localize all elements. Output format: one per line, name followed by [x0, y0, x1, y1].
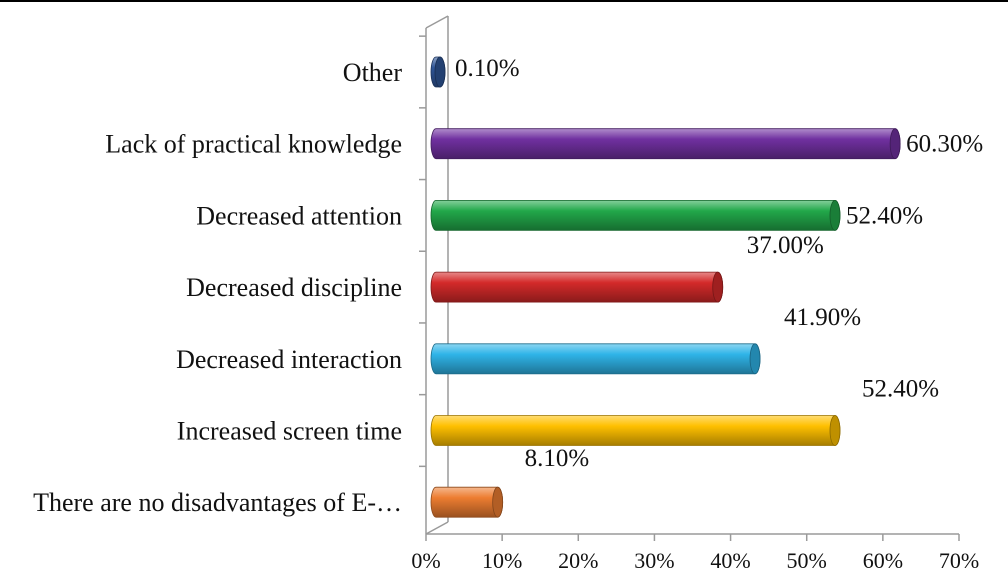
bar — [430, 486, 504, 518]
category-label: Other — [343, 58, 403, 87]
bar-body — [430, 343, 761, 375]
category-label: Decreased attention — [196, 201, 402, 230]
bar-cap — [492, 486, 504, 518]
x-tick-label: 50% — [787, 548, 827, 573]
bar-body — [430, 200, 841, 231]
x-tick-label: 20% — [558, 548, 598, 573]
bar — [430, 199, 841, 231]
bar — [430, 343, 761, 375]
wall-bottom-edge — [425, 521, 449, 535]
bar-body — [430, 486, 504, 518]
bar-cap — [712, 271, 724, 303]
bar-cap — [829, 415, 841, 446]
data-label: 0.10% — [455, 55, 520, 82]
data-label: 41.90% — [784, 304, 861, 331]
x-tick-label: 70% — [939, 548, 979, 573]
x-tick-label: 30% — [634, 548, 674, 573]
x-tick-label: 60% — [863, 548, 903, 573]
bar — [430, 56, 446, 88]
x-tick-label: 0% — [411, 548, 440, 573]
bar-body — [430, 128, 901, 160]
category-label: Decreased interaction — [176, 345, 402, 374]
bar-body — [430, 271, 724, 303]
data-label: 52.40% — [862, 376, 939, 403]
data-label: 52.40% — [846, 202, 923, 229]
x-tick-label: 40% — [710, 548, 750, 573]
bar — [430, 271, 724, 303]
bar-body — [430, 415, 841, 446]
category-label: Increased screen time — [177, 417, 402, 446]
bar-cap — [749, 343, 761, 375]
bar — [430, 415, 841, 446]
category-label: There are no disadvantages of E-… — [33, 488, 402, 517]
data-label: 60.30% — [906, 131, 983, 158]
bar — [430, 128, 901, 160]
data-label: 37.00% — [747, 232, 824, 259]
wall-top-edge — [425, 15, 449, 29]
bar-cap — [829, 199, 841, 231]
category-label: Decreased discipline — [186, 273, 402, 302]
bar-cap — [889, 128, 901, 160]
x-tick-label: 10% — [482, 548, 522, 573]
category-label: Lack of practical knowledge — [105, 130, 402, 159]
bar-cap — [434, 56, 446, 88]
data-label: 8.10% — [525, 445, 590, 472]
